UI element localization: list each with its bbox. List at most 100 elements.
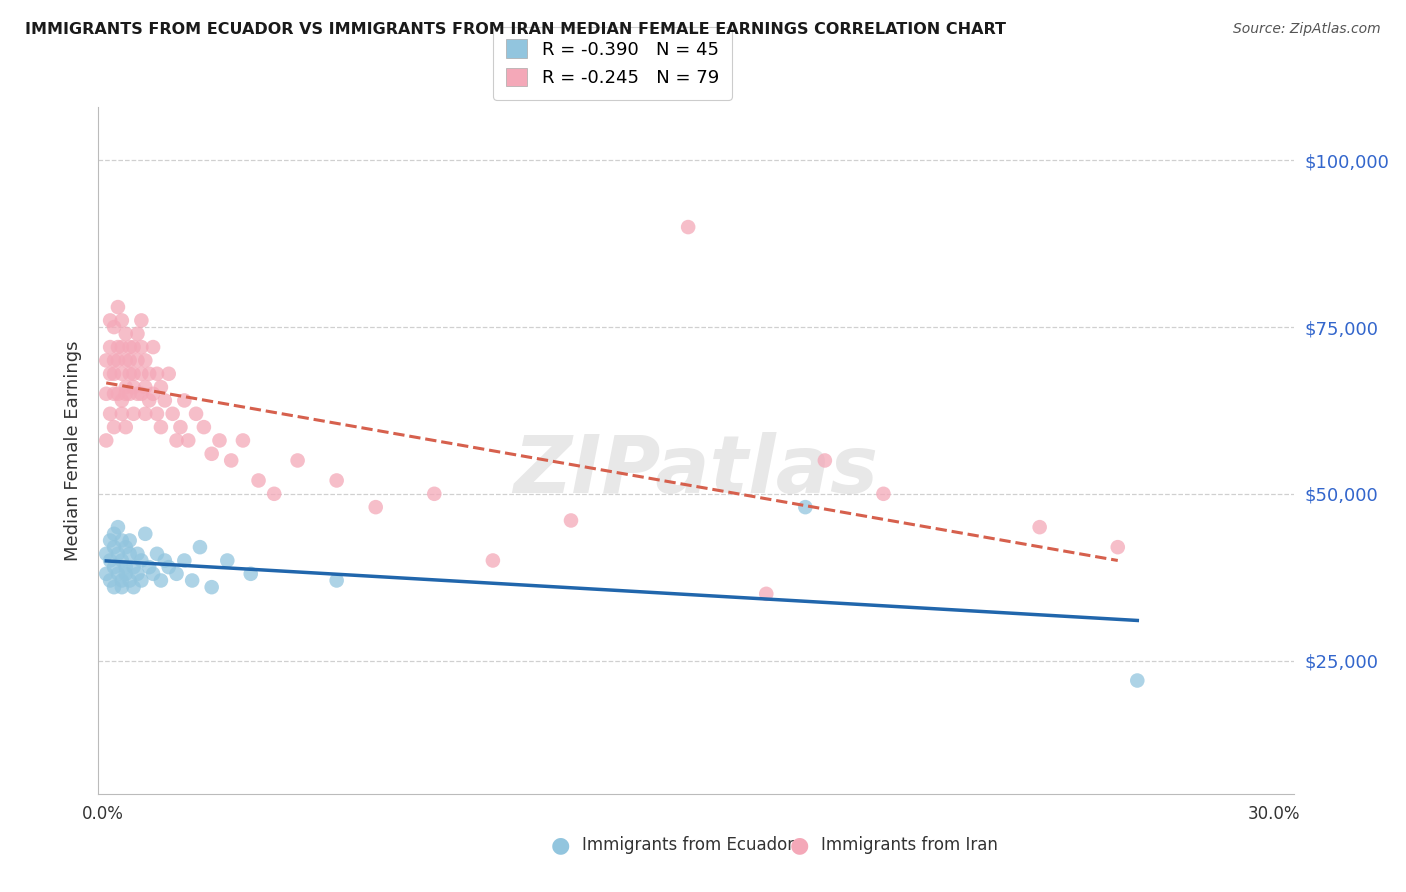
Point [134,353,156,368]
Point [118,353,141,368]
Point [131,386,153,401]
Y-axis label: Median Female Earnings: Median Female Earnings [63,340,82,561]
Point [188,540,211,554]
Point [131,574,153,588]
Point [98,574,121,588]
Point [111,580,134,594]
Point [107,300,129,314]
Point [676,220,699,235]
Point [114,566,136,581]
Point [127,566,149,581]
Point [103,320,125,334]
Point [146,407,169,421]
Text: ●: ● [551,836,571,855]
Text: ●: ● [790,836,810,855]
Point [814,453,837,467]
Point [118,386,141,401]
Point [103,526,125,541]
Point [107,340,129,354]
Point [173,393,195,408]
Point [96,547,118,561]
Point [98,367,121,381]
Point [111,367,134,381]
Legend: R = -0.390   N = 45, R = -0.245   N = 79: R = -0.390 N = 45, R = -0.245 N = 79 [494,27,731,100]
Point [118,574,141,588]
Point [138,367,160,381]
Point [103,420,125,434]
Point [103,367,125,381]
Point [114,386,136,401]
Point [114,420,136,434]
Point [247,474,270,488]
Point [149,380,172,394]
Point [96,566,118,581]
Point [560,513,582,527]
Point [122,560,145,574]
Point [111,533,134,548]
Point [118,533,141,548]
Point [1028,520,1050,534]
Point [482,553,505,567]
Point [755,587,778,601]
Point [872,487,894,501]
Point [107,547,129,561]
Point [157,367,180,381]
Point [263,487,285,501]
Point [217,553,239,567]
Point [96,386,118,401]
Text: ZIPatlas: ZIPatlas [513,432,879,510]
Point [114,326,136,341]
Point [142,386,165,401]
Point [201,447,224,461]
Text: Immigrants from Ecuador: Immigrants from Ecuador [582,837,794,855]
Point [162,407,184,421]
Point [98,553,121,567]
Point [166,566,188,581]
Point [98,313,121,327]
Point [134,526,156,541]
Point [153,393,176,408]
Point [169,420,191,434]
Point [114,380,136,394]
Point [1107,540,1129,554]
Point [131,340,153,354]
Point [118,367,141,381]
Point [96,434,118,448]
Point [177,434,200,448]
Text: IMMIGRANTS FROM ECUADOR VS IMMIGRANTS FROM IRAN MEDIAN FEMALE EARNINGS CORRELATI: IMMIGRANTS FROM ECUADOR VS IMMIGRANTS FR… [25,22,1007,37]
Point [107,566,129,581]
Point [325,474,347,488]
Point [423,487,446,501]
Point [98,533,121,548]
Point [103,560,125,574]
Point [219,453,242,467]
Point [111,393,134,408]
Point [146,367,169,381]
Point [127,547,149,561]
Point [287,453,309,467]
Point [201,580,224,594]
Point [325,574,347,588]
Point [96,353,118,368]
Point [149,420,172,434]
Point [208,434,231,448]
Point [173,553,195,567]
Point [138,393,160,408]
Point [111,407,134,421]
Point [114,353,136,368]
Point [122,340,145,354]
Point [153,553,176,567]
Point [146,547,169,561]
Point [232,434,254,448]
Point [131,313,153,327]
Point [131,553,153,567]
Point [114,560,136,574]
Point [111,340,134,354]
Point [134,380,156,394]
Point [111,553,134,567]
Point [138,560,160,574]
Point [103,386,125,401]
Point [98,407,121,421]
Point [122,367,145,381]
Point [118,340,141,354]
